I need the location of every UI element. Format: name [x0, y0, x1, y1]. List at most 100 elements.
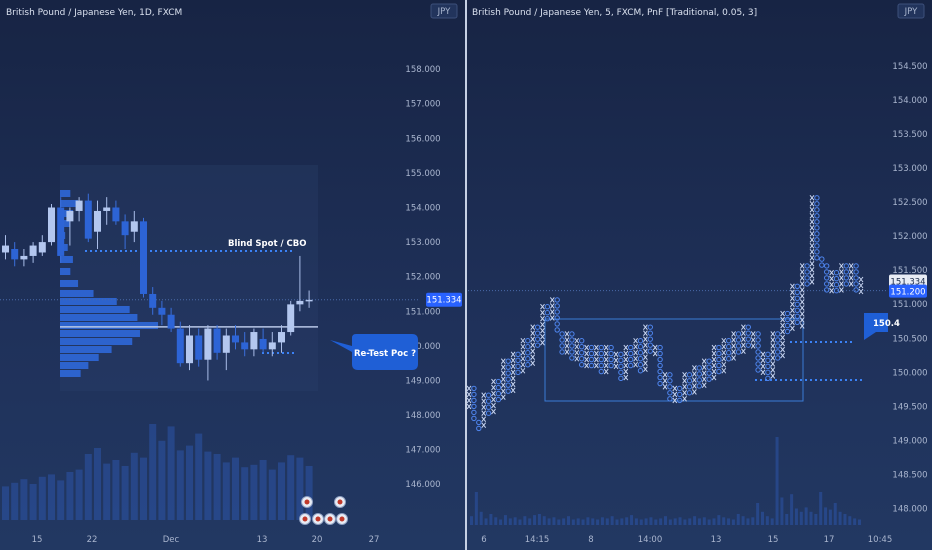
pnf-x-column[interactable] — [790, 283, 795, 332]
pnf-x-column[interactable] — [701, 358, 707, 388]
candle-body[interactable] — [2, 245, 9, 253]
candle-body[interactable] — [204, 328, 212, 360]
candle-body[interactable] — [130, 221, 138, 232]
pnf-o-column[interactable] — [559, 331, 565, 355]
candle-body[interactable] — [11, 249, 19, 260]
pnf-x-column[interactable] — [829, 269, 834, 294]
pnf-x-column[interactable] — [481, 392, 487, 429]
pnf-o-column[interactable] — [569, 331, 575, 361]
candle-body[interactable] — [250, 332, 258, 350]
pnf-o-column[interactable] — [696, 365, 702, 389]
pnf-o-column[interactable] — [579, 338, 585, 368]
candle-body[interactable] — [94, 210, 101, 232]
pnf-o-column[interactable] — [706, 358, 712, 382]
pnf-o-column[interactable] — [824, 263, 830, 293]
pnf-o-column[interactable] — [775, 331, 781, 361]
pnf-x-column[interactable] — [672, 385, 678, 404]
pnf-o-column[interactable] — [755, 331, 761, 373]
pnf-x-column[interactable] — [799, 263, 805, 329]
candle-body[interactable] — [195, 335, 203, 360]
pnf-x-column[interactable] — [633, 337, 638, 368]
candle-body[interactable] — [186, 335, 193, 364]
pnf-o-column[interactable] — [686, 372, 693, 396]
pnf-x-column[interactable] — [858, 276, 864, 295]
pnf-o-column[interactable] — [485, 392, 492, 416]
candle-body[interactable] — [287, 304, 295, 333]
left-currency-box[interactable] — [430, 3, 458, 19]
pnf-o-column[interactable] — [765, 351, 771, 382]
pnf-o-column[interactable] — [628, 344, 634, 369]
candle-body[interactable] — [103, 207, 111, 211]
candle-body[interactable] — [112, 207, 120, 222]
candle-body[interactable] — [241, 342, 249, 350]
pnf-x-column[interactable] — [623, 344, 629, 381]
pnf-x-column[interactable] — [848, 263, 854, 287]
pnf-o-column[interactable] — [515, 351, 521, 376]
pnf-x-column[interactable] — [613, 351, 619, 370]
candle-body[interactable] — [66, 210, 74, 222]
pnf-x-column[interactable] — [760, 351, 766, 376]
pnf-x-column[interactable] — [491, 378, 496, 415]
pnf-o-column[interactable] — [495, 378, 502, 403]
pnf-o-column[interactable] — [476, 419, 482, 432]
pnf-o-column[interactable] — [667, 372, 673, 402]
pnf-x-column[interactable] — [530, 324, 536, 366]
pnf-o-column[interactable] — [804, 263, 810, 287]
pnf-o-column[interactable] — [853, 263, 859, 293]
candle-body[interactable] — [167, 314, 175, 329]
candle-body[interactable] — [149, 293, 157, 308]
pnf-o-column[interactable] — [534, 324, 541, 348]
pnf-x-column[interactable] — [692, 365, 697, 395]
pnf-x-column[interactable] — [652, 344, 658, 357]
candle-body[interactable] — [29, 245, 37, 256]
pnf-x-column[interactable] — [741, 324, 746, 354]
candle-body[interactable] — [75, 200, 83, 211]
pnf-o-column[interactable] — [716, 344, 722, 375]
pnf-o-column[interactable] — [819, 256, 825, 268]
pnf-x-column[interactable] — [594, 344, 599, 369]
candle-body[interactable] — [20, 255, 28, 260]
candle-body[interactable] — [57, 207, 65, 256]
pnf-o-column[interactable] — [814, 195, 820, 261]
pnf-o-column[interactable] — [833, 269, 840, 294]
candle-body[interactable] — [296, 300, 304, 305]
pnf-o-column[interactable] — [505, 358, 511, 394]
pnf-o-column[interactable] — [554, 297, 560, 333]
pnf-o-column[interactable] — [618, 351, 624, 382]
candle-body[interactable] — [121, 221, 129, 236]
pnf-o-column[interactable] — [843, 263, 849, 287]
pnf-x-column[interactable] — [510, 351, 516, 394]
pnf-x-column[interactable] — [780, 310, 785, 359]
pnf-x-column[interactable] — [574, 337, 580, 362]
pnf-o-column[interactable] — [735, 331, 742, 355]
candle-body[interactable] — [140, 221, 147, 294]
pnf-x-column[interactable] — [731, 331, 736, 361]
pnf-o-column[interactable] — [647, 324, 653, 354]
candle-body[interactable] — [48, 207, 55, 243]
pnf-x-column[interactable] — [682, 371, 687, 402]
pnf-o-column[interactable] — [657, 344, 663, 387]
pnf-x-column[interactable] — [662, 371, 668, 390]
pnf-x-column[interactable] — [721, 337, 727, 374]
pnf-o-column[interactable] — [471, 385, 477, 422]
pnf-x-column[interactable] — [564, 331, 570, 355]
candle-body[interactable] — [259, 338, 267, 350]
candle-body[interactable] — [84, 200, 92, 239]
target-callout-box[interactable] — [864, 313, 888, 340]
pnf-x-column[interactable] — [809, 195, 815, 285]
candle-body[interactable] — [213, 328, 221, 353]
pnf-x-column[interactable] — [839, 263, 844, 293]
candle-body[interactable] — [222, 335, 230, 353]
pnf-o-column[interactable] — [525, 338, 531, 368]
pnf-o-column[interactable] — [588, 344, 595, 369]
pnf-o-column[interactable] — [745, 324, 751, 348]
pnf-o-column[interactable] — [726, 338, 732, 362]
pnf-x-column[interactable] — [643, 324, 648, 372]
right-chart-pane[interactable]: 154.500 154.000 153.500 153.000 152.500 152.0… — [466, 62, 928, 545]
pnf-o-column[interactable] — [794, 283, 800, 326]
candle-body[interactable] — [232, 335, 239, 343]
left-chart-pane[interactable]: 158.000 157.000 156.000 155.000 154.000 153.0… — [0, 65, 462, 545]
candle-body[interactable] — [38, 242, 46, 253]
candle-body[interactable] — [176, 328, 184, 364]
